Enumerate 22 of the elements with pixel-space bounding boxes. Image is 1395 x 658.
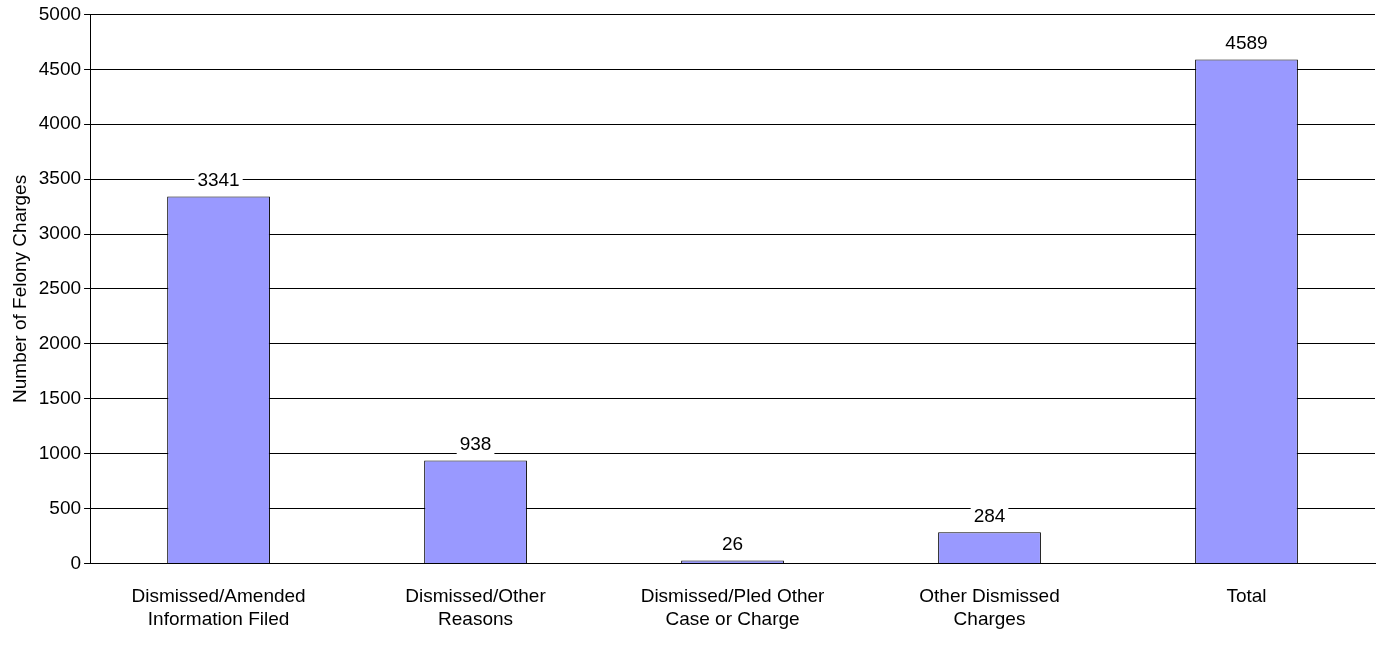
x-tick-label: Dismissed/Pled Other Case or Charge [640,585,826,629]
y-tick-label: 4500 [38,57,82,79]
y-tick-label: 2000 [38,332,82,354]
y-tick-label: 500 [49,496,82,518]
y-tick-label: 4000 [38,112,82,134]
y-tick-label: 2500 [38,277,82,299]
data-label: 26 [721,533,744,555]
y-axis-title: Number of Felony Charges [8,174,30,403]
data-label: 938 [459,433,492,455]
x-tick-label: Total [1226,585,1267,607]
data-label: 3341 [197,169,240,191]
y-tick-label: 3000 [38,222,82,244]
x-tick-label: Dismissed/Amended Information Filed [131,585,306,629]
data-label: 4589 [1225,32,1268,54]
y-tick-label: 5000 [38,2,82,24]
y-tick-label: 1500 [38,386,82,408]
y-tick-label: 1000 [38,441,82,463]
x-tick-label: Dismissed/Other Reasons [405,585,547,629]
y-tick-label: 0 [70,551,82,573]
data-label: 284 [973,504,1006,526]
x-tick-label: Other Dismissed Charges [919,585,1060,629]
y-tick-label: 3500 [38,167,82,189]
